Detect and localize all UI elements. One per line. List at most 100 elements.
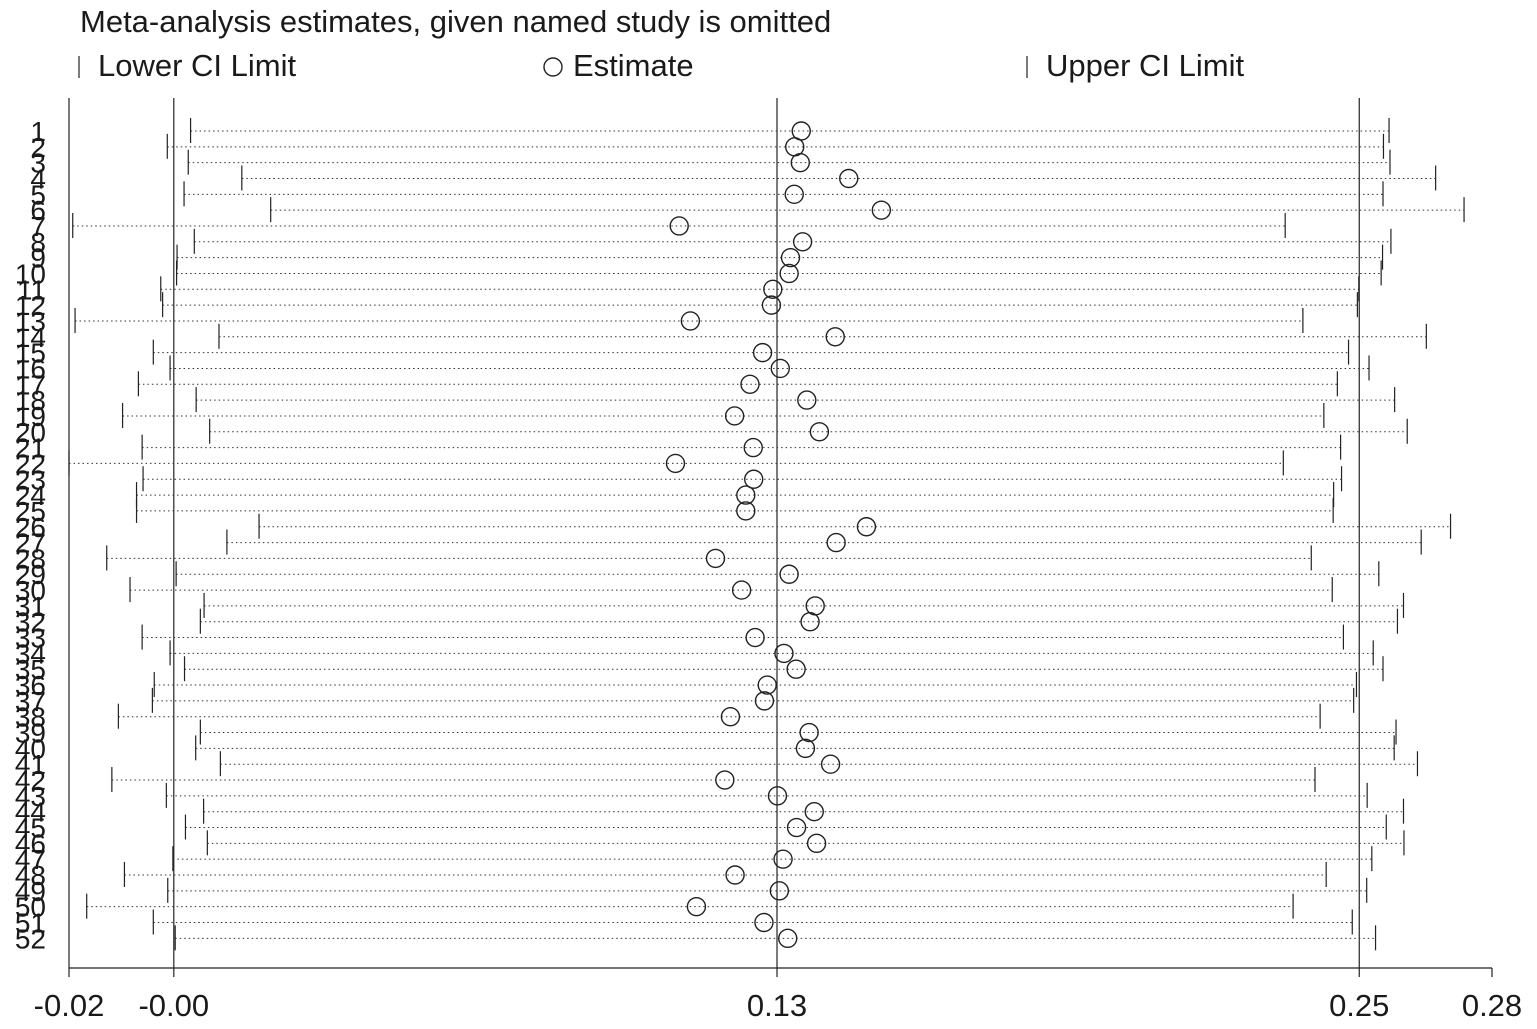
estimate-point (754, 912, 774, 933)
study-label: 24 (15, 480, 46, 511)
estimate-point (856, 517, 877, 537)
estimate-point (715, 770, 735, 790)
study-row (199, 719, 1397, 745)
study-row (106, 545, 1312, 571)
study-row (195, 387, 1396, 413)
estimate-point (797, 390, 817, 410)
estimate-point (763, 279, 783, 299)
study-row (151, 687, 1355, 713)
estimate-point (743, 437, 763, 458)
study-label: 5 (30, 179, 46, 210)
estimate-point (770, 358, 790, 379)
estimate-point (744, 469, 764, 489)
study-row (169, 640, 1374, 666)
study-label: 35 (15, 654, 46, 685)
study-label: 9 (30, 243, 46, 274)
study-row (258, 513, 1452, 539)
estimate-point (752, 342, 773, 363)
study-rows (68, 118, 1465, 951)
study-label: 37 (15, 686, 46, 717)
estimate-point (779, 564, 799, 584)
study-label: 26 (15, 512, 46, 543)
study-label: 2 (30, 132, 46, 163)
study-row (72, 212, 1286, 238)
study-label: 32 (15, 607, 46, 638)
study-row (175, 561, 1380, 587)
study-label: 15 (15, 338, 46, 369)
study-label: 43 (15, 781, 46, 812)
study-row (183, 656, 1384, 682)
study-label: 51 (15, 908, 46, 939)
study-row (86, 893, 1294, 919)
study-label: 36 (15, 670, 46, 701)
x-tick-label: -0.02 (34, 988, 105, 1023)
estimate-point (773, 849, 793, 869)
study-label: 46 (15, 828, 46, 859)
study-row (206, 830, 1405, 856)
study-label: 23 (15, 464, 46, 495)
estimate-point (724, 406, 745, 426)
study-label: 34 (15, 638, 46, 669)
study-label: 45 (15, 813, 46, 844)
study-label: 38 (15, 702, 46, 733)
study-row (199, 608, 1399, 634)
study-label: 6 (30, 195, 46, 226)
x-tick-label: 0.25 (1329, 988, 1389, 1023)
study-label: 27 (15, 528, 46, 559)
study-row (209, 418, 1408, 444)
study-label: 29 (15, 559, 46, 590)
study-row (121, 402, 1325, 428)
study-label: 4 (30, 163, 46, 194)
study-row (172, 846, 1373, 872)
estimate-point (736, 485, 756, 505)
estimate-point (705, 548, 726, 569)
estimate-point (680, 311, 701, 331)
reference-lines (173, 98, 1360, 968)
estimate-point (809, 422, 830, 442)
study-row (175, 260, 1382, 286)
study-row (135, 497, 1334, 523)
study-row (141, 434, 1342, 460)
study-row (241, 165, 1437, 191)
study-row (141, 624, 1345, 650)
estimate-point (792, 232, 813, 252)
study-row (137, 371, 1338, 397)
study-label: 42 (15, 765, 46, 796)
study-row (160, 276, 1360, 302)
study-labels: 1234567891011121314151617181920212223242… (15, 116, 46, 954)
study-label: 7 (30, 211, 46, 242)
legend-estimate-marker (543, 57, 563, 77)
estimate-point (786, 817, 807, 838)
estimate-point (784, 184, 804, 205)
estimate-point (767, 786, 788, 806)
estimate-point (800, 612, 820, 632)
study-label: 25 (15, 496, 46, 527)
study-row (219, 751, 1419, 777)
legend-estimate-label: Estimate (573, 48, 694, 83)
study-row (195, 735, 1395, 761)
study-label: 3 (30, 148, 46, 179)
estimate-point (795, 738, 816, 759)
study-label: 49 (15, 876, 46, 907)
study-row (152, 909, 1353, 935)
study-row (135, 482, 1335, 508)
estimate-point (720, 707, 741, 727)
estimate-point (725, 865, 745, 885)
legend: Lower CI Limit Estimate Upper CI Limit (78, 48, 1244, 83)
estimate-point (769, 881, 790, 901)
study-label: 19 (15, 401, 46, 432)
estimate-point (779, 263, 799, 284)
estimate-point (780, 247, 801, 268)
x-tick-label: -0.00 (138, 988, 209, 1023)
study-row (226, 529, 1422, 555)
study-row (162, 292, 1358, 318)
study-row (193, 228, 1392, 254)
study-label: 47 (15, 844, 46, 875)
estimate-point (669, 216, 689, 236)
estimate-point (665, 453, 686, 474)
study-label: 21 (15, 433, 46, 464)
study-row (129, 577, 1333, 603)
study-row (165, 782, 1368, 808)
study-label: 20 (15, 417, 46, 448)
